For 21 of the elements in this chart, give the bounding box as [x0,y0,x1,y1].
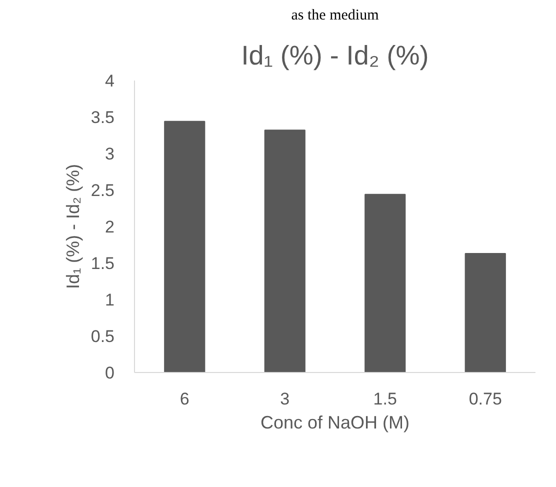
chart-title: Id₁ (%) - Id₂ (%) [241,40,429,70]
y-axis-title: Id₁ (%) - Id₂ (%) [62,164,83,290]
y-tick-label: 0 [105,364,115,382]
y-tick-label: 1.5 [90,254,115,273]
x-tick-label: 1.5 [373,390,397,408]
bar [164,120,206,372]
text: as the medium [291,8,380,24]
y-tick-label: 3 [105,144,115,164]
x-tick-label: 0.75 [468,390,502,408]
y-tick-label: 2 [105,218,115,236]
y-tick-label: 2.5 [90,181,115,200]
x-tick-label: 3 [280,390,290,408]
bar [464,253,506,372]
bar [264,130,306,372]
bar [364,194,406,372]
x-tick-label: 6 [180,390,190,408]
y-tick-label: 4 [105,72,115,90]
x-axis-title: Conc of NaOH (M) [260,412,410,432]
y-tick-label: 3.5 [90,108,115,127]
y-tick-label: 1 [105,290,115,310]
y-tick-label: 0.5 [90,327,115,346]
